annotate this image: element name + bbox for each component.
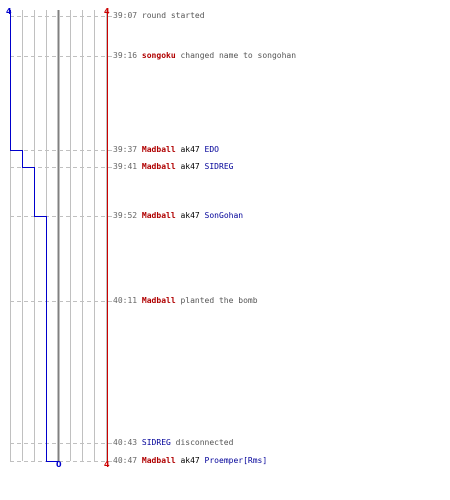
event-row: 39:16 songoku changed name to songohan xyxy=(113,51,296,61)
event-text: round started xyxy=(141,11,205,20)
player-name: Proemper[Rms] xyxy=(204,456,268,465)
player-name: Madball xyxy=(141,456,176,465)
player-name: songoku xyxy=(141,51,176,60)
blue-team-start-count: 4 xyxy=(6,7,12,16)
player-name: Madball xyxy=(141,296,176,305)
event-text: ak47 xyxy=(175,456,205,465)
event-row: 40:11 Madball planted the bomb xyxy=(113,296,258,306)
player-name: SonGohan xyxy=(204,211,244,220)
event-row: 39:07 round started xyxy=(113,11,205,21)
event-row: 39:41 Madball ak47 SIDREG xyxy=(113,162,233,172)
event-time: 39:41 xyxy=(113,162,138,171)
event-row: 40:43 SIDREG disconnected xyxy=(113,438,233,448)
event-text: ak47 xyxy=(175,211,205,220)
player-name: Madball xyxy=(141,211,176,220)
event-text: ak47 xyxy=(175,162,205,171)
player-name: Madball xyxy=(141,162,176,171)
event-text: disconnected xyxy=(170,438,234,447)
blue-team-line xyxy=(10,10,59,462)
player-name: Madball xyxy=(141,145,176,154)
event-text: planted the bomb xyxy=(175,296,258,305)
red-team-end-count: 4 xyxy=(104,460,110,469)
event-text: changed name to songohan xyxy=(175,51,297,60)
event-row: 40:47 Madball ak47 Proemper[Rms] xyxy=(113,456,267,466)
event-time: 40:11 xyxy=(113,296,138,305)
player-name: SIDREG xyxy=(204,162,234,171)
event-text: ak47 xyxy=(175,145,205,154)
event-time: 39:52 xyxy=(113,211,138,220)
event-row: 39:37 Madball ak47 EDO xyxy=(113,145,219,155)
blue-team-end-count: 0 xyxy=(56,460,62,469)
event-time: 40:47 xyxy=(113,456,138,465)
player-name: SIDREG xyxy=(141,438,171,447)
event-time: 39:16 xyxy=(113,51,138,60)
event-time: 40:43 xyxy=(113,438,138,447)
event-time: 39:07 xyxy=(113,11,138,20)
event-time: 39:37 xyxy=(113,145,138,154)
event-row: 39:52 Madball ak47 SonGohan xyxy=(113,211,243,221)
player-name: EDO xyxy=(204,145,219,154)
red-team-start-count: 4 xyxy=(104,7,110,16)
